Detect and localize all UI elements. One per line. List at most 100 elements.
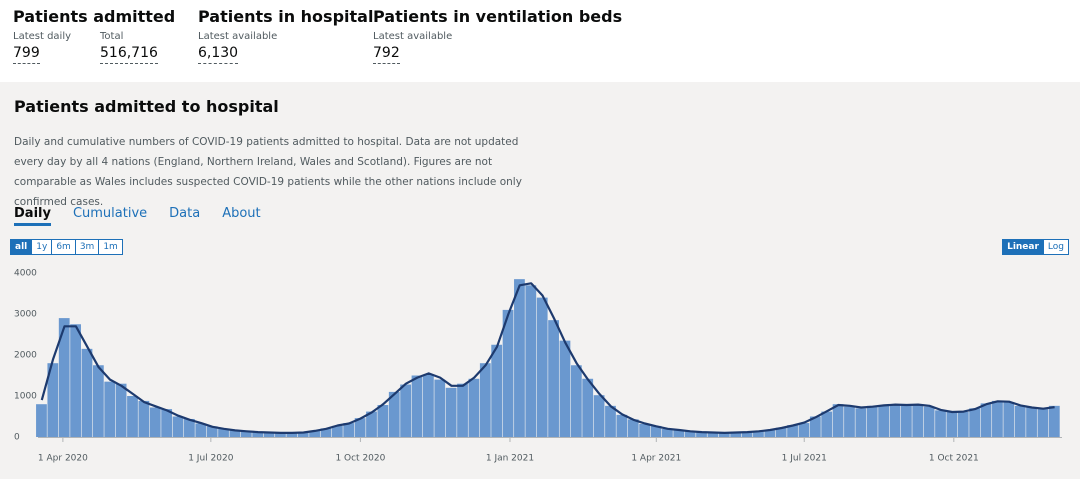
bar [297, 432, 309, 437]
bar [184, 418, 195, 437]
bar [855, 408, 867, 437]
bar [206, 426, 218, 437]
bar [423, 374, 434, 437]
bar [58, 318, 70, 437]
bar [514, 279, 525, 437]
bar [821, 411, 833, 437]
bar [240, 431, 252, 437]
scale-button[interactable]: Linear [1002, 239, 1044, 255]
bar [445, 387, 457, 437]
bar [525, 285, 537, 437]
y-tick-label: 4000 [14, 269, 37, 279]
bar [798, 423, 810, 437]
tab[interactable]: Daily [14, 206, 51, 226]
y-tick-label: 3000 [14, 310, 37, 320]
bar [707, 432, 719, 437]
bar [400, 384, 412, 437]
stat-title: Patients in ventilation beds [373, 7, 623, 26]
bar [718, 432, 730, 437]
bar [388, 391, 400, 437]
bar [809, 416, 821, 437]
bar [582, 378, 594, 437]
bar [787, 425, 798, 437]
bar [912, 404, 924, 437]
bar [559, 340, 571, 437]
stat-title: Patients admitted [13, 7, 176, 26]
bar [70, 324, 81, 437]
tab[interactable]: Data [169, 206, 201, 221]
range-buttons: all 1y 6m 3m 1m [10, 239, 123, 255]
bar [36, 404, 47, 437]
bar [639, 423, 651, 437]
bar [286, 433, 298, 437]
bar [730, 432, 742, 437]
bar [411, 375, 423, 437]
bar [741, 432, 753, 437]
range-button[interactable]: 1m [98, 239, 123, 255]
stat-label: Latest daily [13, 31, 72, 42]
x-tick-label: 1 Jul 2020 [188, 454, 233, 464]
card-title: Patients admitted to hospital [14, 97, 279, 116]
x-tick-label: 1 Apr 2021 [631, 454, 681, 464]
bar [468, 378, 480, 437]
bar [548, 320, 559, 437]
tab[interactable]: About [222, 206, 261, 221]
bar [127, 396, 138, 437]
bar [935, 410, 946, 437]
bar [115, 383, 127, 437]
bar [320, 428, 332, 437]
bar [502, 309, 514, 437]
x-tick-label: 1 Jul 2021 [782, 454, 827, 464]
bar [650, 425, 662, 437]
bar [275, 432, 286, 437]
bar [684, 431, 696, 437]
bar [775, 427, 787, 437]
y-tick-label: 0 [14, 433, 20, 443]
bar [673, 429, 685, 437]
bar [138, 400, 150, 437]
tab[interactable]: Cumulative [72, 206, 148, 221]
y-tick-label: 1000 [14, 392, 37, 402]
bar [229, 430, 241, 437]
bar [434, 379, 446, 437]
stat-value: 516,716 [100, 45, 158, 64]
bar [343, 423, 355, 437]
bar [661, 429, 673, 437]
bar [957, 411, 969, 437]
description: Daily and cumulative numbers of COVID-19… [14, 136, 522, 208]
bar [309, 430, 320, 437]
bar [866, 405, 878, 437]
bar [218, 429, 229, 437]
range-button[interactable]: 6m [51, 239, 76, 255]
bar [923, 406, 935, 437]
bar [627, 419, 639, 437]
bar [479, 363, 491, 437]
bar [1003, 402, 1015, 437]
bar [457, 383, 468, 437]
bar [605, 405, 616, 437]
x-tick-label: 1 Apr 2020 [38, 454, 88, 464]
stat-label: Total [100, 31, 124, 42]
bar [354, 418, 366, 437]
bar [491, 344, 503, 437]
bar [753, 431, 764, 437]
bar [149, 407, 161, 437]
bar [47, 363, 59, 437]
bar [172, 416, 184, 437]
bar [1037, 409, 1049, 437]
bar [536, 297, 548, 437]
stat-label: Latest available [373, 31, 453, 42]
bar [980, 403, 992, 437]
bar [696, 431, 707, 437]
y-tick-label: 2000 [14, 351, 37, 361]
stat-title: Patients in hospital [198, 7, 374, 26]
x-tick-label: 1 Jan 2021 [486, 454, 534, 464]
bar [844, 406, 855, 437]
x-tick-label: 1 Oct 2020 [335, 454, 385, 464]
scale-button[interactable]: Log [1042, 239, 1069, 255]
stat-value: 799 [13, 45, 40, 64]
bar [992, 400, 1003, 437]
bar [331, 425, 343, 437]
